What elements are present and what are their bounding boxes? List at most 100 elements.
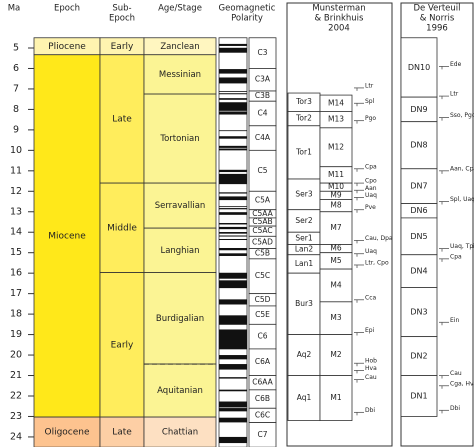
stages-label: Aquitanian xyxy=(157,386,203,396)
normal-polarity xyxy=(219,208,247,210)
event-label: Cau, Dpa xyxy=(365,235,393,242)
munsterman-m-zones-label: M12 xyxy=(328,142,344,151)
normal-polarity xyxy=(219,235,247,237)
dn-zones-box xyxy=(400,336,438,376)
stages-box xyxy=(143,227,217,273)
header-label: Epoch xyxy=(54,4,80,14)
dn-zones-box xyxy=(400,121,438,170)
ma-label: 9 xyxy=(13,124,19,135)
munsterman-zones-label: Aq2 xyxy=(297,350,312,359)
event-label: Hob xyxy=(365,358,377,365)
chrons-label: C5A xyxy=(255,196,271,205)
chrons-box xyxy=(248,149,277,192)
munsterman-zones-label: Aq1 xyxy=(297,393,312,402)
normal-polarity xyxy=(219,315,247,325)
ma-label: 21 xyxy=(10,370,22,381)
normal-polarity xyxy=(219,232,247,234)
event-label: Uaq xyxy=(365,248,377,255)
ma-label: 18 xyxy=(10,309,22,320)
munsterman-m-zones-label: M14 xyxy=(328,98,344,107)
normal-polarity xyxy=(219,389,247,392)
sub-epochs-label: Late xyxy=(112,114,132,124)
stages-label: Langhian xyxy=(160,246,199,256)
dn-zones-label: DN6 xyxy=(410,206,427,215)
normal-polarity xyxy=(219,69,247,74)
dn-zones-label: DN3 xyxy=(410,308,427,317)
munsterman-zones-label: Ser3 xyxy=(295,189,312,198)
munsterman-m-zones-label: M2 xyxy=(330,350,341,359)
event-label: Uaq, Tpi xyxy=(450,243,474,250)
normal-polarity xyxy=(219,192,247,194)
event-label: Uaq xyxy=(365,192,377,199)
ma-label: 16 xyxy=(10,268,22,279)
dn-zones-label: DN8 xyxy=(410,141,427,150)
munsterman-m-zones-label: M3 xyxy=(330,313,341,322)
event-label: Aan xyxy=(365,185,377,192)
dn-zones-box xyxy=(400,168,438,204)
event-label: Cau xyxy=(365,374,377,381)
normal-polarity xyxy=(219,238,247,241)
munsterman-zones-label: Tor3 xyxy=(295,97,312,106)
header-label: Age/Stage xyxy=(158,4,202,14)
normal-polarity xyxy=(219,90,247,92)
chrons-box xyxy=(248,422,277,447)
stages-box xyxy=(143,416,217,447)
dn-zones-label: DN9 xyxy=(410,105,427,114)
event-label: Cau xyxy=(450,370,462,377)
sub-epochs-box xyxy=(99,54,145,184)
normal-polarity xyxy=(219,355,247,360)
munsterman-zones-label: Ser1 xyxy=(295,233,312,242)
chrons-label: C6A xyxy=(255,357,271,366)
munsterman-m-zones-box xyxy=(319,127,353,168)
munsterman-m-zones-label: M5 xyxy=(330,256,341,265)
header-label: 2004 xyxy=(328,24,350,34)
munsterman-m-zones-box xyxy=(319,334,353,376)
dn-zones-box xyxy=(400,217,438,256)
normal-polarity xyxy=(219,102,247,111)
header-label: Munsterman xyxy=(312,4,365,14)
event-label: Aan, Cpa xyxy=(450,165,474,172)
munsterman-zones-label: Lan2 xyxy=(295,245,314,254)
stages-label: Messinian xyxy=(159,70,201,80)
dn-zones-label: DN10 xyxy=(408,63,430,72)
dn-zones-box xyxy=(400,254,438,288)
dn-zones-box xyxy=(400,96,438,123)
chrons-label: C5D xyxy=(255,295,271,304)
stages-box xyxy=(143,272,217,365)
munsterman-m-zones-box xyxy=(319,211,353,245)
chrons-label: C5E xyxy=(255,310,270,319)
event-label: Spl xyxy=(365,98,375,105)
chrons-box xyxy=(248,258,277,295)
munsterman-m-zones-box xyxy=(319,268,353,303)
stages-label: Zanclean xyxy=(160,42,199,52)
header-label: & Brinkhuis xyxy=(315,14,364,24)
normal-polarity xyxy=(219,212,247,215)
stages-label: Chattian xyxy=(162,428,198,438)
normal-polarity xyxy=(219,401,247,408)
normal-polarity xyxy=(219,272,247,279)
chrons-box xyxy=(248,323,277,350)
ma-label: 6 xyxy=(13,63,19,74)
normal-polarity xyxy=(219,377,247,379)
normal-polarity xyxy=(219,417,247,423)
ma-label: 5 xyxy=(13,43,19,54)
stages-box xyxy=(143,182,217,229)
header-label: 1996 xyxy=(426,24,448,34)
ma-label: 10 xyxy=(10,145,22,156)
epochs-label: Pliocene xyxy=(48,42,86,52)
dn-zones-box xyxy=(400,375,438,417)
sub-epochs-label: Early xyxy=(111,42,134,52)
normal-polarity xyxy=(219,145,247,148)
munsterman-m-zones-label: M11 xyxy=(328,170,344,179)
dn-zones-label: DN7 xyxy=(410,182,427,191)
ma-label: 12 xyxy=(10,186,22,197)
ma-label: 17 xyxy=(10,288,22,299)
normal-polarity xyxy=(219,136,247,139)
event-label: Hva xyxy=(365,365,377,372)
munsterman-frame xyxy=(286,2,393,447)
munsterman-zones-box xyxy=(287,272,321,335)
event-label: Pve xyxy=(365,204,376,211)
dn-zones-label: DN1 xyxy=(410,391,427,400)
ma-label: 11 xyxy=(10,165,22,176)
